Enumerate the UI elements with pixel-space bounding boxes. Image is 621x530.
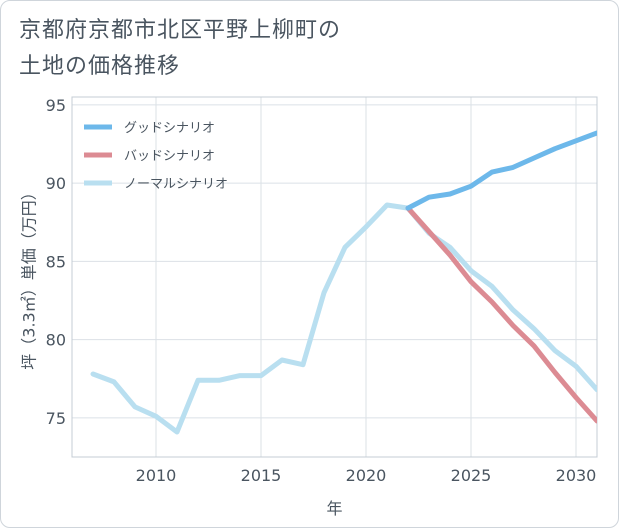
chart-title-line-1: 京都府京都市北区平野上柳町の — [19, 18, 342, 43]
chart-title-line-2: 土地の価格推移 — [19, 54, 181, 79]
legend-label: ノーマルシナリオ — [124, 177, 228, 192]
legend-label: グッドシナリオ — [124, 121, 215, 136]
y-tick-label: 75 — [46, 409, 66, 428]
series-line-1 — [405, 205, 597, 424]
y-axis-ticks: 75 80 85 90 95 — [46, 96, 66, 428]
x-tick-label: 2015 — [241, 466, 282, 485]
x-axis-label: 年 — [326, 499, 342, 518]
y-tick-label: 95 — [46, 96, 66, 115]
y-tick-label: 90 — [46, 174, 66, 193]
x-tick-label: 2025 — [451, 466, 492, 485]
x-tick-label: 2030 — [556, 466, 597, 485]
series-lines — [90, 130, 597, 435]
x-axis-ticks: 2010 2015 2020 2025 2030 — [136, 466, 597, 485]
x-tick-label: 2020 — [346, 466, 387, 485]
series-line-0 — [405, 130, 597, 211]
y-axis-label: 坪（3.3㎡）単価（万円） — [20, 184, 39, 369]
y-tick-label: 80 — [46, 331, 66, 350]
legend-label: バッドシナリオ — [124, 149, 215, 164]
y-tick-label: 85 — [46, 252, 66, 271]
x-tick-label: 2010 — [136, 466, 177, 485]
series-line-2 — [90, 202, 597, 435]
plot-area — [71, 96, 598, 458]
chart-title: 京都府京都市北区平野上柳町の 土地の価格推移 — [19, 13, 341, 85]
